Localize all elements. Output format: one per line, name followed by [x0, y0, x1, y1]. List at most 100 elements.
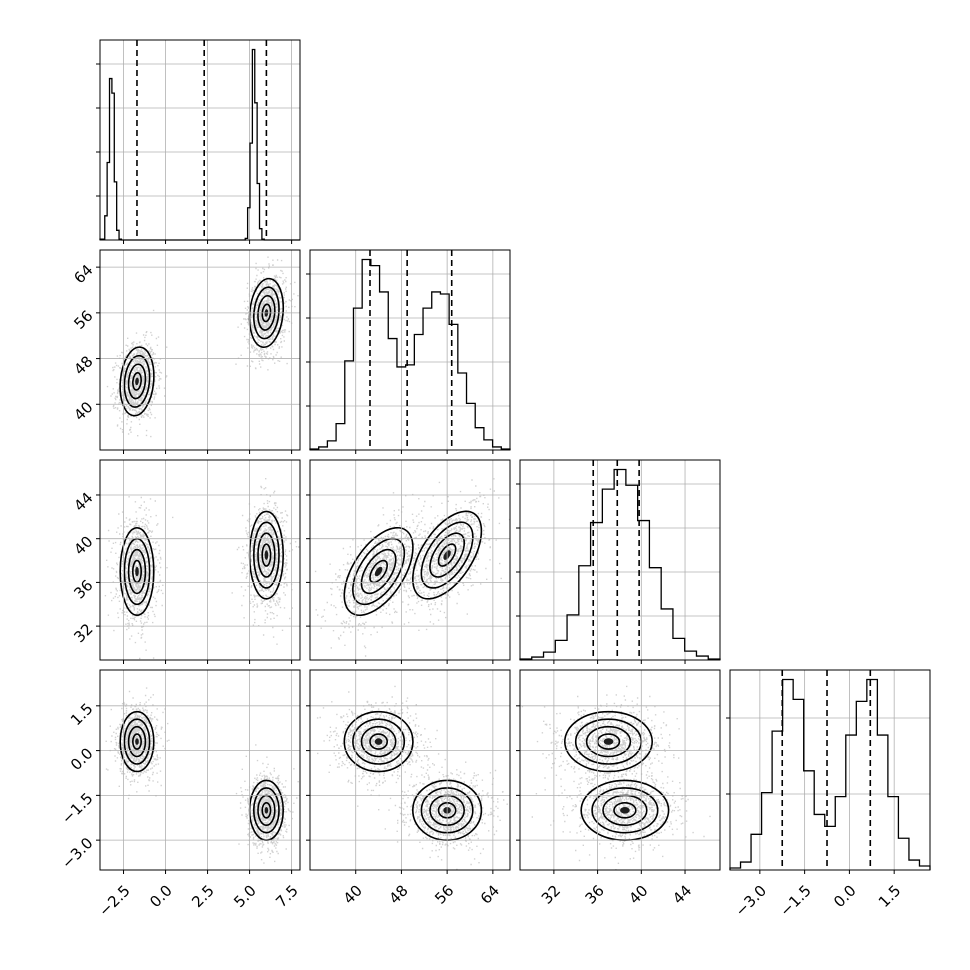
sample-points — [314, 478, 510, 657]
density-level-2-mode-1 — [123, 354, 151, 408]
sample-points — [104, 478, 300, 660]
density-level-5-mode-1 — [603, 738, 614, 745]
histogram-3 — [729, 678, 931, 870]
y-tick-label-3-1: −1.5 — [58, 789, 96, 827]
density-level-1-mode-1 — [119, 710, 155, 773]
y-tick-label-1-1: 48 — [70, 352, 96, 378]
density-level-2-mode-2 — [591, 787, 659, 834]
density-level-2-mode-1 — [123, 718, 151, 765]
panel-frame-0-1 — [99, 249, 301, 451]
density-level-3-mode-1 — [360, 548, 397, 595]
density-layer — [104, 256, 711, 870]
x-tick-label-3-1: −1.5 — [776, 882, 814, 920]
density-level-3-mode-1 — [585, 725, 632, 758]
density-level-5-mode-1 — [374, 566, 383, 577]
panel-0-1-density — [106, 256, 299, 438]
y-tick-label-3-0: −3.0 — [58, 834, 96, 872]
panel-0-3-density — [105, 687, 299, 864]
panel-0-2-density — [104, 478, 300, 660]
density-level-4-mode-2 — [613, 801, 637, 819]
histogram-0 — [99, 48, 300, 241]
y-tick-label-1-2: 56 — [70, 307, 96, 333]
density-level-2-mode-2 — [252, 787, 280, 834]
density-level-5-mode-2 — [620, 807, 630, 814]
density-level-2-mode-1 — [352, 718, 406, 765]
ticks-layer — [96, 63, 895, 874]
y-tick-label-2-2: 40 — [70, 533, 96, 559]
density-level-3-mode-1 — [127, 548, 147, 595]
y-tick-label-1-3: 64 — [70, 261, 96, 287]
density-level-4-mode-2 — [261, 543, 272, 567]
x-tick-label-3-2: 0.0 — [830, 882, 860, 912]
x-tick-label-0-2: 2.5 — [188, 882, 218, 912]
panel-2-3-density — [521, 685, 711, 870]
x-tick-label-2-0: 32 — [538, 882, 564, 908]
density-level-1-mode-1 — [119, 346, 155, 417]
frames-layer — [99, 39, 931, 871]
x-tick-label-1-0: 40 — [340, 882, 366, 908]
y-tick-label-3-3: 1.5 — [67, 700, 97, 730]
y-tick-label-2-3: 44 — [70, 489, 96, 515]
density-level-5-mode-1 — [135, 738, 139, 745]
x-tick-label-3-0: −3.0 — [732, 882, 770, 920]
density-level-4-mode-1 — [132, 372, 142, 391]
sample-points — [105, 687, 299, 864]
density-level-4-mode-1 — [369, 559, 388, 584]
density-level-4-mode-1 — [369, 733, 389, 750]
sample-points — [521, 685, 711, 870]
density-level-4-mode-2 — [437, 543, 457, 567]
x-tick-label-2-2: 40 — [625, 882, 651, 908]
panel-frame-0-3 — [99, 669, 301, 871]
x-tick-label-0-0: −2.5 — [95, 882, 133, 920]
panel-frame-1-3 — [309, 669, 511, 871]
x-tick-label-1-1: 48 — [385, 882, 411, 908]
x-tick-label-0-3: 5.0 — [230, 882, 260, 912]
density-level-3-mode-1 — [127, 363, 147, 400]
x-tick-label-0-4: 7.5 — [272, 882, 302, 912]
panel-frame-1-2 — [309, 459, 511, 661]
panel-frame-2-3 — [519, 669, 721, 871]
density-level-5-mode-2 — [264, 807, 269, 814]
x-tick-label-1-3: 64 — [477, 882, 503, 908]
x-tick-label-0-1: 0.0 — [146, 882, 176, 912]
sample-points — [316, 685, 508, 870]
density-level-5-mode-1 — [374, 738, 383, 745]
x-tick-label-2-1: 36 — [582, 882, 608, 908]
density-level-5-mode-2 — [264, 550, 269, 560]
x-tick-label-1-2: 56 — [431, 882, 457, 908]
density-level-1-mode-1 — [343, 526, 414, 617]
marks-layer — [99, 40, 931, 870]
density-level-1-mode-2 — [411, 510, 483, 600]
histogram-1 — [309, 258, 511, 450]
density-level-5-mode-1 — [135, 377, 139, 386]
density-level-4-mode-2 — [261, 801, 272, 819]
panel-frame-2-2 — [519, 459, 721, 661]
panel-frame-3-3 — [729, 669, 931, 871]
panel-frame-0-0 — [99, 39, 301, 241]
y-tick-label-2-0: 32 — [70, 620, 96, 646]
grid-layer — [100, 40, 930, 870]
sample-points — [106, 256, 299, 438]
panel-1-2-density — [314, 478, 510, 657]
density-level-3-mode-1 — [127, 725, 147, 758]
density-level-3-mode-1 — [360, 725, 397, 758]
density-level-3-mode-2 — [429, 532, 466, 578]
density-level-2-mode-2 — [253, 286, 280, 340]
x-tick-label-3-3: 1.5 — [875, 882, 905, 912]
y-tick-label-3-2: 0.0 — [67, 744, 97, 774]
y-tick-label-1-0: 40 — [70, 398, 96, 424]
panel-frame-0-2 — [99, 459, 301, 661]
panel-frame-1-1 — [309, 249, 511, 451]
y-tick-label-2-1: 36 — [70, 576, 96, 602]
density-level-1-mode-1 — [343, 710, 414, 773]
density-level-5-mode-1 — [135, 566, 139, 577]
density-level-2-mode-2 — [252, 521, 280, 589]
density-level-3-mode-2 — [257, 532, 276, 578]
density-level-3-mode-2 — [257, 294, 276, 331]
density-level-4-mode-1 — [132, 733, 143, 750]
panel-1-3-density — [316, 685, 508, 870]
histogram-2 — [519, 468, 721, 660]
density-level-2-mode-2 — [420, 521, 474, 589]
